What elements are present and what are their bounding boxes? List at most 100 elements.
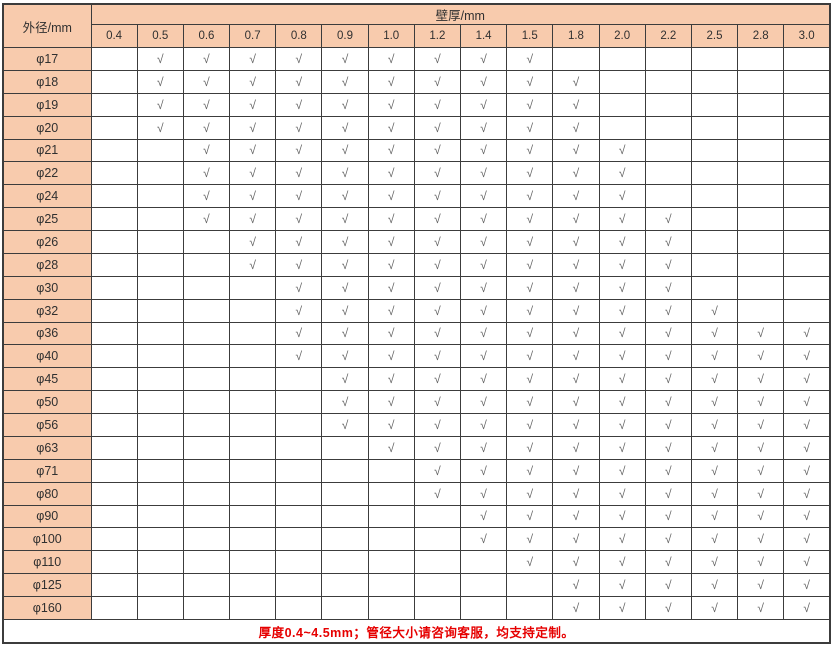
- spec-cell-checked: √: [552, 527, 600, 552]
- spec-cell-checked: √: [644, 596, 692, 620]
- spec-cell-checked: √: [459, 184, 508, 209]
- spec-cell-empty: [737, 92, 785, 117]
- spec-cell-empty: [783, 69, 831, 94]
- spec-cell-empty: [182, 298, 231, 323]
- spec-cell-empty: [690, 230, 739, 254]
- row-header-φ20: φ20: [2, 115, 92, 140]
- spec-cell-empty: [136, 138, 184, 163]
- row-header-φ22: φ22: [2, 161, 92, 186]
- spec-cell-checked: √: [783, 435, 831, 460]
- row-header-φ56: φ56: [2, 413, 92, 437]
- spec-cell-checked: √: [506, 550, 554, 575]
- spec-cell-empty: [136, 207, 184, 231]
- spec-cell-empty: [737, 115, 785, 140]
- spec-cell-checked: √: [459, 344, 508, 369]
- spec-cell-empty: [136, 298, 184, 323]
- spec-cell-empty: [413, 573, 462, 597]
- spec-cell-empty: [182, 596, 231, 620]
- spec-cell-checked: √: [644, 275, 692, 300]
- spec-cell-checked: √: [136, 92, 184, 117]
- spec-cell-checked: √: [598, 252, 646, 277]
- row-group-header: 外径/mm: [2, 3, 92, 48]
- row-header-φ36: φ36: [2, 321, 92, 346]
- spec-cell-empty: [690, 92, 739, 117]
- spec-cell-checked: √: [783, 481, 831, 506]
- spec-cell-checked: √: [506, 435, 554, 460]
- spec-cell-checked: √: [737, 435, 785, 460]
- spec-cell-empty: [229, 481, 277, 506]
- spec-cell-checked: √: [367, 92, 415, 117]
- spec-cell-checked: √: [413, 344, 462, 369]
- spec-cell-empty: [783, 184, 831, 209]
- spec-cell-checked: √: [506, 504, 554, 529]
- spec-cell-checked: √: [598, 367, 646, 392]
- spec-cell-empty: [182, 550, 231, 575]
- table-row-φ21: φ21 √ √ √ √ √ √ √ √ √ √: [2, 138, 831, 163]
- spec-cell-checked: √: [598, 298, 646, 323]
- spec-cell-empty: [90, 321, 138, 346]
- spec-cell-empty: [229, 458, 277, 483]
- spec-cell-empty: [90, 413, 138, 437]
- spec-cell-empty: [598, 115, 646, 140]
- spec-cell-empty: [275, 458, 323, 483]
- spec-cell-empty: [136, 504, 184, 529]
- spec-cell-checked: √: [737, 550, 785, 575]
- spec-cell-empty: [367, 596, 415, 620]
- spec-cell-checked: √: [552, 184, 600, 209]
- spec-cell-empty: [229, 298, 277, 323]
- spec-cell-checked: √: [275, 69, 323, 94]
- table-header: 外径/mm 壁厚/mm 0.4 0.5 0.6 0.7 0.8 0.9 1.0 1.2 1.4 1…: [2, 3, 831, 48]
- spec-cell-checked: √: [136, 47, 184, 71]
- spec-cell-empty: [182, 321, 231, 346]
- spec-cell-checked: √: [506, 115, 554, 140]
- spec-cell-checked: √: [459, 92, 508, 117]
- spec-cell-checked: √: [321, 138, 369, 163]
- spec-cell-checked: √: [552, 252, 600, 277]
- spec-cell-empty: [229, 344, 277, 369]
- spec-cell-checked: √: [367, 138, 415, 163]
- spec-cell-checked: √: [644, 527, 692, 552]
- spec-cell-checked: √: [182, 207, 231, 231]
- spec-cell-checked: √: [598, 184, 646, 209]
- spec-cell-empty: [136, 413, 184, 437]
- spec-cell-empty: [321, 458, 369, 483]
- spec-cell-empty: [367, 504, 415, 529]
- table-row-φ24: φ24 √ √ √ √ √ √ √ √ √ √: [2, 184, 831, 209]
- spec-cell-checked: √: [321, 413, 369, 437]
- spec-cell-empty: [413, 550, 462, 575]
- spec-cell-checked: √: [182, 115, 231, 140]
- spec-cell-checked: √: [459, 413, 508, 437]
- spec-cell-checked: √: [506, 69, 554, 94]
- spec-cell-checked: √: [367, 69, 415, 94]
- spec-table: 外径/mm 壁厚/mm 0.4 0.5 0.6 0.7 0.8 0.9 1.0 1.2 1.4 1…: [2, 3, 831, 645]
- spec-cell-checked: √: [737, 596, 785, 620]
- spec-cell-empty: [506, 573, 554, 597]
- spec-cell-checked: √: [598, 161, 646, 186]
- spec-cell-checked: √: [690, 321, 739, 346]
- spec-cell-checked: √: [598, 573, 646, 597]
- col-header-2.0: 2.0: [598, 24, 646, 48]
- spec-cell-checked: √: [275, 321, 323, 346]
- spec-cell-checked: √: [644, 481, 692, 506]
- spec-cell-checked: √: [506, 47, 554, 71]
- spec-cell-empty: [737, 69, 785, 94]
- spec-cell-checked: √: [506, 367, 554, 392]
- spec-cell-checked: √: [598, 138, 646, 163]
- spec-cell-empty: [783, 161, 831, 186]
- spec-cell-empty: [136, 252, 184, 277]
- spec-cell-empty: [644, 115, 692, 140]
- spec-cell-empty: [459, 550, 508, 575]
- spec-cell-empty: [690, 184, 739, 209]
- spec-cell-checked: √: [737, 481, 785, 506]
- spec-cell-checked: √: [506, 138, 554, 163]
- spec-cell-empty: [90, 367, 138, 392]
- spec-cell-checked: √: [552, 435, 600, 460]
- col-header-2.8: 2.8: [737, 24, 785, 48]
- spec-cell-checked: √: [321, 230, 369, 254]
- spec-cell-checked: √: [552, 138, 600, 163]
- spec-cell-checked: √: [506, 481, 554, 506]
- spec-cell-checked: √: [552, 161, 600, 186]
- spec-cell-checked: √: [229, 115, 277, 140]
- spec-cell-checked: √: [506, 207, 554, 231]
- spec-cell-checked: √: [690, 435, 739, 460]
